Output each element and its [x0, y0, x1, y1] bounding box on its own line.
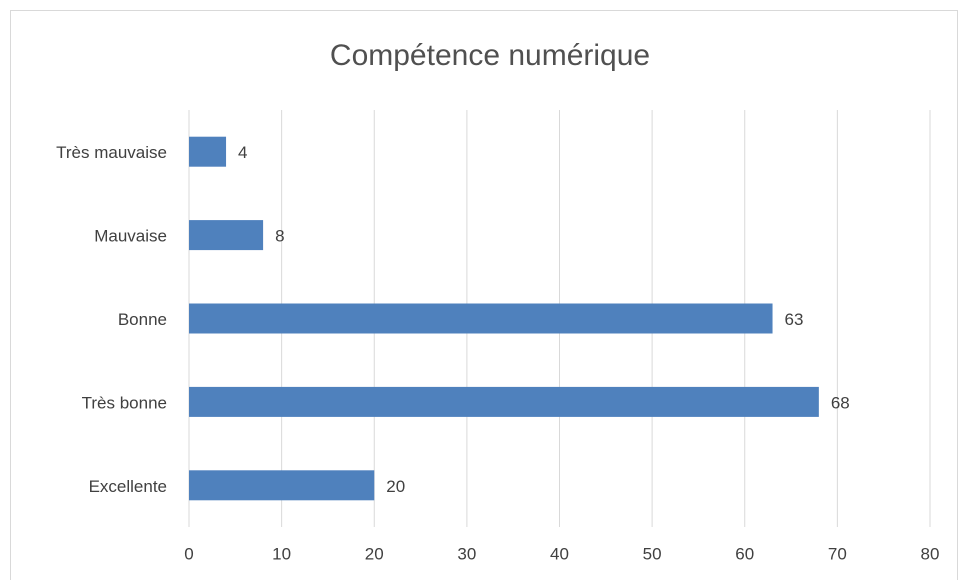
- y-tick-label: Très bonne: [82, 393, 167, 412]
- y-tick-label: Bonne: [118, 310, 167, 329]
- bar: [189, 136, 227, 167]
- x-tick-label: 20: [365, 544, 384, 563]
- chart-title: Compétence numérique: [330, 39, 650, 72]
- x-tick-label: 40: [550, 544, 569, 563]
- data-label: 4: [238, 143, 247, 162]
- bar: [189, 386, 819, 417]
- data-label: 63: [785, 310, 804, 329]
- x-tick-label: 60: [735, 544, 754, 563]
- bar: [189, 220, 264, 251]
- x-tick-label: 50: [643, 544, 662, 563]
- x-tick-label: 0: [184, 544, 193, 563]
- chart-border: [10, 10, 958, 580]
- y-tick-label: Très mauvaise: [56, 143, 167, 162]
- data-label: 68: [831, 393, 850, 412]
- y-tick-label: Mauvaise: [94, 227, 167, 246]
- x-tick-label: 80: [921, 544, 940, 563]
- bar: [189, 470, 375, 501]
- x-tick-label: 70: [828, 544, 847, 563]
- x-tick-label: 30: [457, 544, 476, 563]
- y-tick-label: Excellente: [89, 477, 167, 496]
- data-label: 8: [275, 227, 284, 246]
- bar: [189, 303, 773, 334]
- x-tick-label: 10: [272, 544, 291, 563]
- data-label: 20: [386, 477, 405, 496]
